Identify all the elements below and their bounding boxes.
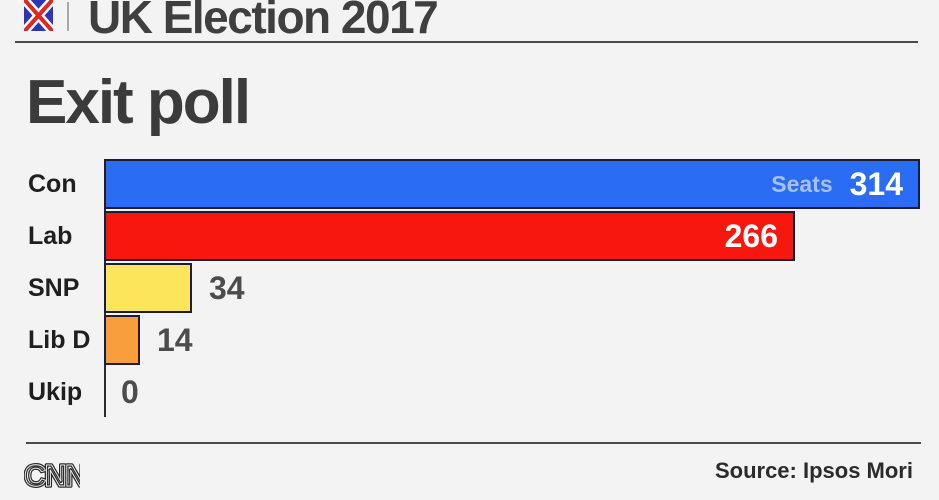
bar-lab: 266 xyxy=(104,211,795,261)
value-label-lab: 266 xyxy=(724,217,778,254)
value-label-lib-d: 14 xyxy=(157,322,193,358)
page-title: UK Election 2017 xyxy=(88,0,439,43)
source-credit: Source: Ipsos Mori xyxy=(714,458,913,483)
footer-rule xyxy=(26,442,921,444)
chart-headline: Exit poll xyxy=(26,68,251,137)
header-divider xyxy=(67,2,69,31)
value-label-snp: 34 xyxy=(209,270,245,306)
bar-snp xyxy=(104,263,192,313)
exit-poll-bar-chart: Con Seats 314 Lab 266 SNP 34 Lib D 14 Ukip 0 xyxy=(0,158,939,418)
category-label-lib-d: Lib D xyxy=(28,326,91,354)
chart-row-lab: Lab 266 xyxy=(0,210,939,262)
svg-text:CNN: CNN xyxy=(24,458,80,492)
value-label-con: 314 xyxy=(849,165,903,202)
category-label-con: Con xyxy=(28,170,77,198)
chart-row-ukip: Ukip 0 xyxy=(0,366,939,418)
union-jack-icon xyxy=(24,0,53,31)
cnn-logo: CNN CNN xyxy=(24,458,80,492)
value-label-ukip: 0 xyxy=(121,374,139,410)
category-label-lab: Lab xyxy=(28,222,73,250)
chart-row-con: Con Seats 314 xyxy=(0,158,939,210)
category-label-ukip: Ukip xyxy=(28,378,83,406)
bar-lib-d xyxy=(104,315,140,365)
header-rule xyxy=(15,41,918,43)
units-label: Seats xyxy=(771,170,833,197)
chart-row-snp: SNP 34 xyxy=(0,262,939,314)
bar-con: Seats 314 xyxy=(104,159,920,209)
category-label-snp: SNP xyxy=(28,274,80,302)
chart-row-lib-d: Lib D 14 xyxy=(0,314,939,366)
svg-text:CNN: CNN xyxy=(24,458,80,492)
